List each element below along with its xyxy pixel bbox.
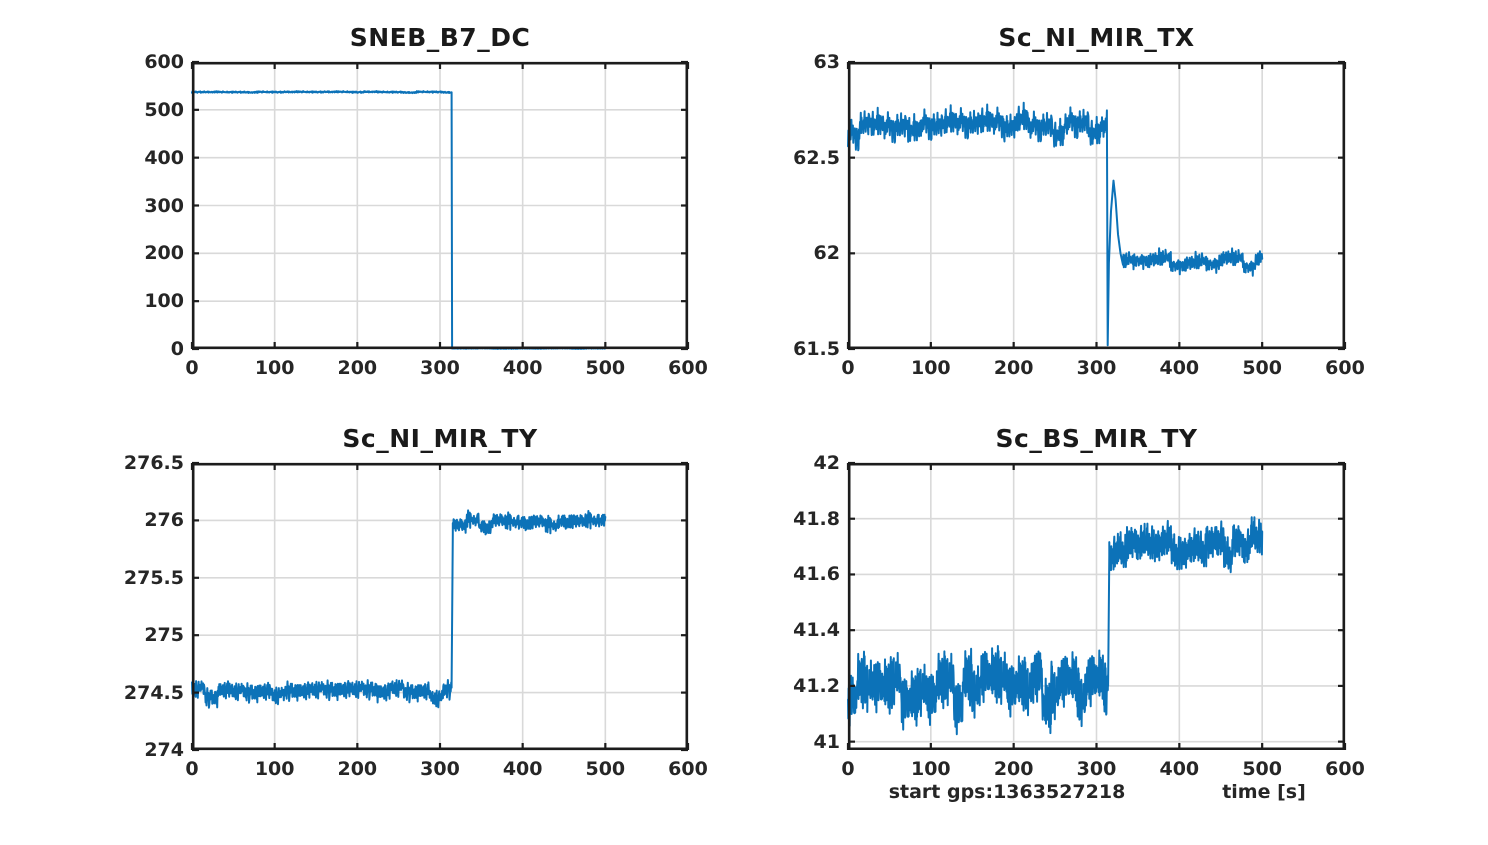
plot-border [848,463,1345,750]
subplot-sneb-b7-dc: SNEB_B7_DC 0 100 200 300 400 500 600 0 100 200 30… [144,23,708,379]
y-tick-label: 41.8 [793,507,840,530]
y-axis-tick-labels: 41 41.2 41.4 41.6 41.8 42 [750,452,840,753]
x-tick-label: 0 [185,758,199,780]
x-tick-label: 500 [585,758,626,780]
x-axis-tick-labels: 0 100 200 300 400 500 600 [841,750,1364,780]
y-tick-label: 300 [144,194,184,217]
chart-title: SNEB_B7_DC [349,23,531,52]
plot-area [190,461,690,752]
y-tick-label: 200 [144,242,184,265]
data-line-Sc_BS_MIR_TY [847,516,1264,736]
y-tick-label: 41.4 [793,619,840,642]
x-tick-label: 100 [254,758,295,780]
y-tick-label: 600 [144,51,184,73]
chart-title: Sc_BS_MIR_TY [995,424,1198,453]
x-tick-label: 400 [502,758,543,780]
x-tick-label: 0 [841,357,855,379]
y-axis-tick-labels: 61.5 62 62.5 63 [750,51,840,360]
subplot-sc-bs-mir-ty: Sc_BS_MIR_TY 41 41.2 41.4 41.6 41.8 42 0 100 20… [793,424,1365,803]
y-tick-label: 61.5 [793,338,840,360]
y-tick-label: 274.5 [123,681,184,704]
chart-title: Sc_NI_MIR_TX [998,23,1195,52]
y-tick-label: 274 [144,739,184,761]
chart-title: Sc_NI_MIR_TY [342,424,538,453]
x-tick-label: 200 [337,357,378,379]
x-tick-label: 300 [420,357,460,379]
x-tick-label: 400 [1159,357,1200,379]
y-tick-label: 63 [813,51,840,73]
x-tick-label: 200 [993,357,1034,379]
plot-area [190,60,690,351]
x-tick-label: 300 [1076,357,1117,379]
x-tick-label: 500 [1242,357,1282,379]
x-tick-label: 100 [910,758,951,780]
x-axis-tick-labels: 0 100 200 300 400 500 600 [185,349,707,379]
y-tick-label: 62.5 [793,146,840,169]
y-tick-label: 41 [813,730,840,753]
data-line-SNEB_B7_DC [191,90,607,350]
x-tick-label: 500 [585,357,626,379]
plot-border [848,62,1345,349]
y-tick-label: 276.5 [123,452,184,474]
plot-area [846,461,1347,750]
y-tick-label: 0 [170,338,184,360]
x-tick-label: 300 [420,758,460,780]
x-axis-tick-labels: 0 100 200 300 400 500 600 [185,750,707,780]
x-tick-label: 600 [1325,758,1365,780]
xlabel-time-unit: time [s] [1222,781,1306,803]
y-tick-label: 500 [144,98,184,121]
x-tick-label: 400 [1159,758,1200,780]
y-tick-label: 41.6 [793,563,840,586]
data-line-Sc_NI_MIR_TY [191,509,607,709]
x-tick-label: 600 [1325,357,1365,379]
y-tick-label: 42 [813,452,840,474]
y-axis-tick-labels: 0 100 200 300 400 500 600 [94,51,184,360]
x-tick-label: 400 [502,357,543,379]
plot-area [846,60,1347,351]
y-tick-label: 62 [813,242,840,265]
y-tick-label: 400 [144,146,184,169]
y-tick-label: 100 [144,290,184,313]
x-tick-label: 500 [1242,758,1282,780]
subplot-sc-ni-mir-tx: Sc_NI_MIR_TX 61.5 62 62.5 63 0 100 200 300 400 5… [793,23,1365,379]
subplot-sc-ni-mir-ty: Sc_NI_MIR_TY 274 274.5 275 275.5 276 276.5 0 1… [124,424,708,780]
x-tick-label: 200 [337,758,378,780]
x-tick-label: 600 [668,357,708,379]
x-tick-label: 0 [841,758,855,780]
x-tick-label: 300 [1076,758,1117,780]
y-tick-label: 41.2 [793,674,840,697]
plot-border [192,463,688,750]
x-tick-label: 0 [185,357,199,379]
x-tick-label: 600 [668,758,708,780]
plot-border [192,62,688,349]
y-tick-label: 275 [144,624,184,647]
data-line-Sc_NI_MIR_TX [847,101,1264,347]
x-tick-label: 200 [993,758,1034,780]
x-tick-label: 100 [910,357,951,379]
y-tick-label: 276 [144,509,184,532]
x-axis-tick-labels: 0 100 200 300 400 500 600 [841,349,1364,379]
x-tick-label: 100 [254,357,295,379]
y-axis-tick-labels: 274 274.5 275 275.5 276 276.5 [94,452,184,761]
xlabel-start-gps: start gps:1363527218 [888,781,1126,803]
y-tick-label: 275.5 [123,566,184,589]
